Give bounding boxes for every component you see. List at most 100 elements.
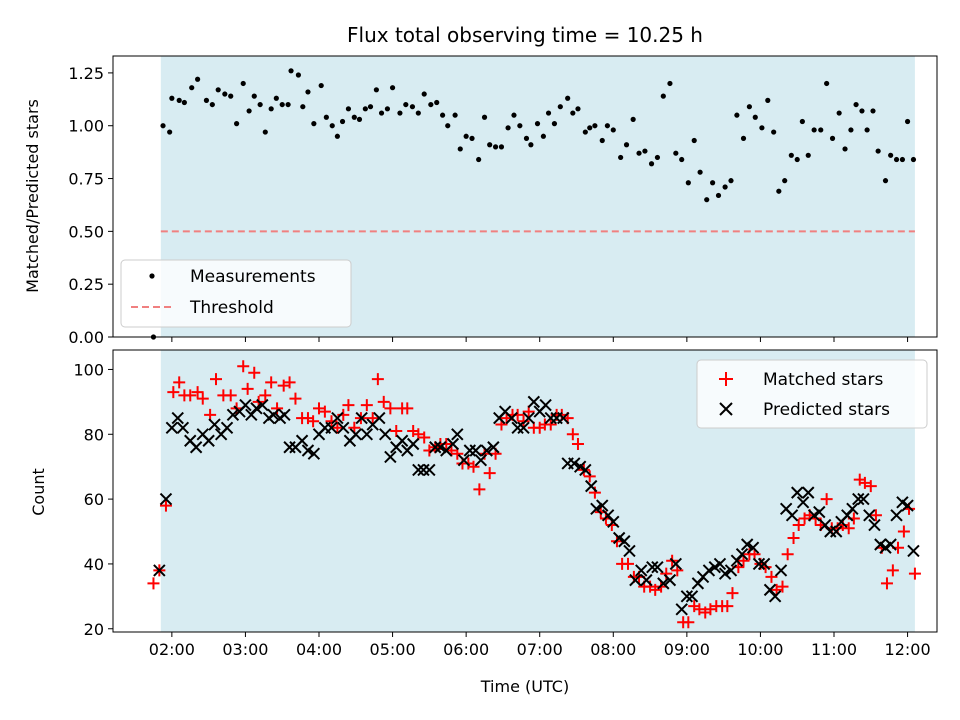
measurement-point xyxy=(679,156,685,163)
measurement-point xyxy=(776,188,782,194)
predicted-star-point xyxy=(663,573,677,587)
legend-label-matched: Matched stars xyxy=(763,370,883,390)
matched-star-point xyxy=(792,519,805,532)
measurement-point xyxy=(339,118,346,125)
predicted-star-point xyxy=(301,444,315,457)
predicted-star-point xyxy=(774,564,788,577)
measurement-point xyxy=(829,135,836,141)
matched-star-point xyxy=(366,412,379,425)
predicted-star-point xyxy=(669,557,683,571)
measurement-point xyxy=(285,101,291,108)
x-tick-label: 12:00 xyxy=(885,640,931,659)
measurement-point xyxy=(799,118,805,125)
predicted-star-point xyxy=(735,547,749,561)
measurement-point xyxy=(848,127,854,133)
measurement-point xyxy=(167,129,173,135)
measurement-point xyxy=(771,129,777,135)
measurement-point xyxy=(788,152,794,158)
x-tick-label: 06:00 xyxy=(443,640,489,659)
measurement-point xyxy=(853,101,859,108)
predicted-star-point xyxy=(657,577,670,590)
predicted-star-point xyxy=(349,428,362,441)
predicted-star-point xyxy=(278,408,291,422)
measurement-point xyxy=(240,80,246,87)
count-axes: 02:00 03:00 04:00 05:00 06:00 07:00 08:00 09:00… xyxy=(73,360,930,659)
matched-star-point xyxy=(184,389,197,402)
measurement-point xyxy=(893,156,900,163)
measurement-point xyxy=(295,72,301,78)
measurement-point xyxy=(421,91,427,97)
measurement-point xyxy=(445,123,451,129)
measurement-point xyxy=(311,121,317,127)
predicted-star-point xyxy=(283,441,296,454)
matched-star-point xyxy=(191,386,204,399)
predicted-star-point xyxy=(379,428,392,441)
legend-label-predicted: Predicted stars xyxy=(763,400,890,420)
measurement-point xyxy=(469,135,475,141)
measurement-point xyxy=(160,123,166,129)
predicted-star-point xyxy=(740,538,754,551)
measurement-point xyxy=(428,101,434,108)
predicted-star-point xyxy=(457,453,471,467)
measurement-point xyxy=(875,148,881,154)
predicted-star-point xyxy=(646,560,659,574)
measurement-point xyxy=(215,87,221,93)
matched-star-point xyxy=(842,522,855,535)
measurement-point xyxy=(587,125,593,131)
measurement-point xyxy=(565,95,571,101)
predicted-star-point xyxy=(417,463,430,477)
measurement-point xyxy=(722,184,728,190)
matched-star-point xyxy=(473,483,486,496)
measurement-point xyxy=(636,150,642,156)
predicted-star-point xyxy=(852,492,865,506)
predicted-star-point xyxy=(295,434,309,447)
y-tick-label: 20 xyxy=(84,620,104,639)
matched-star-point xyxy=(571,438,584,450)
predicted-star-point xyxy=(718,567,732,580)
measurement-point xyxy=(623,142,630,148)
predicted-star-point xyxy=(384,450,397,464)
measurement-point xyxy=(351,114,357,120)
count-ylabel: Count xyxy=(29,468,48,516)
measurement-point xyxy=(262,129,268,135)
measurement-point xyxy=(300,104,306,110)
matched-star-point xyxy=(908,567,921,580)
measurement-point xyxy=(234,121,240,127)
measurement-point xyxy=(463,133,469,139)
measurement-point xyxy=(540,133,546,139)
measurement-point xyxy=(403,101,409,108)
predicted-star-point xyxy=(256,398,269,412)
measurement-point xyxy=(667,80,673,87)
ratio-ylabel: Matched/Predicted stars xyxy=(23,99,42,293)
matched-star-point xyxy=(289,392,302,405)
matched-star-point xyxy=(622,557,634,570)
measurement-point xyxy=(746,104,752,110)
measurement-point xyxy=(288,68,294,74)
measurement-point xyxy=(367,104,374,110)
measurement-point xyxy=(842,146,848,152)
predicted-star-point xyxy=(802,486,815,499)
x-tick-label: 02:00 xyxy=(149,640,195,659)
predicted-star-point xyxy=(208,418,221,431)
predicted-star-point xyxy=(863,509,876,522)
predicted-star-point xyxy=(220,421,234,435)
predicted-star-point xyxy=(159,492,173,506)
predicted-star-point xyxy=(153,564,166,577)
predicted-star-point xyxy=(331,411,344,425)
predicted-star-point xyxy=(446,437,460,451)
predicted-star-point xyxy=(487,441,500,454)
measurement-point xyxy=(329,123,335,129)
matched-star-point xyxy=(897,525,910,538)
measurement-point xyxy=(618,154,624,161)
measurement-point xyxy=(888,152,894,158)
count-legend-box xyxy=(696,359,928,429)
predicted-star-point xyxy=(757,557,771,571)
measurement-point xyxy=(323,114,329,120)
matched-star-point xyxy=(377,395,390,408)
predicted-star-point xyxy=(463,444,477,457)
y-tick-label: 40 xyxy=(84,555,104,574)
measurement-point xyxy=(575,106,581,112)
measurement-point xyxy=(176,97,182,103)
matched-star-point xyxy=(196,392,209,405)
